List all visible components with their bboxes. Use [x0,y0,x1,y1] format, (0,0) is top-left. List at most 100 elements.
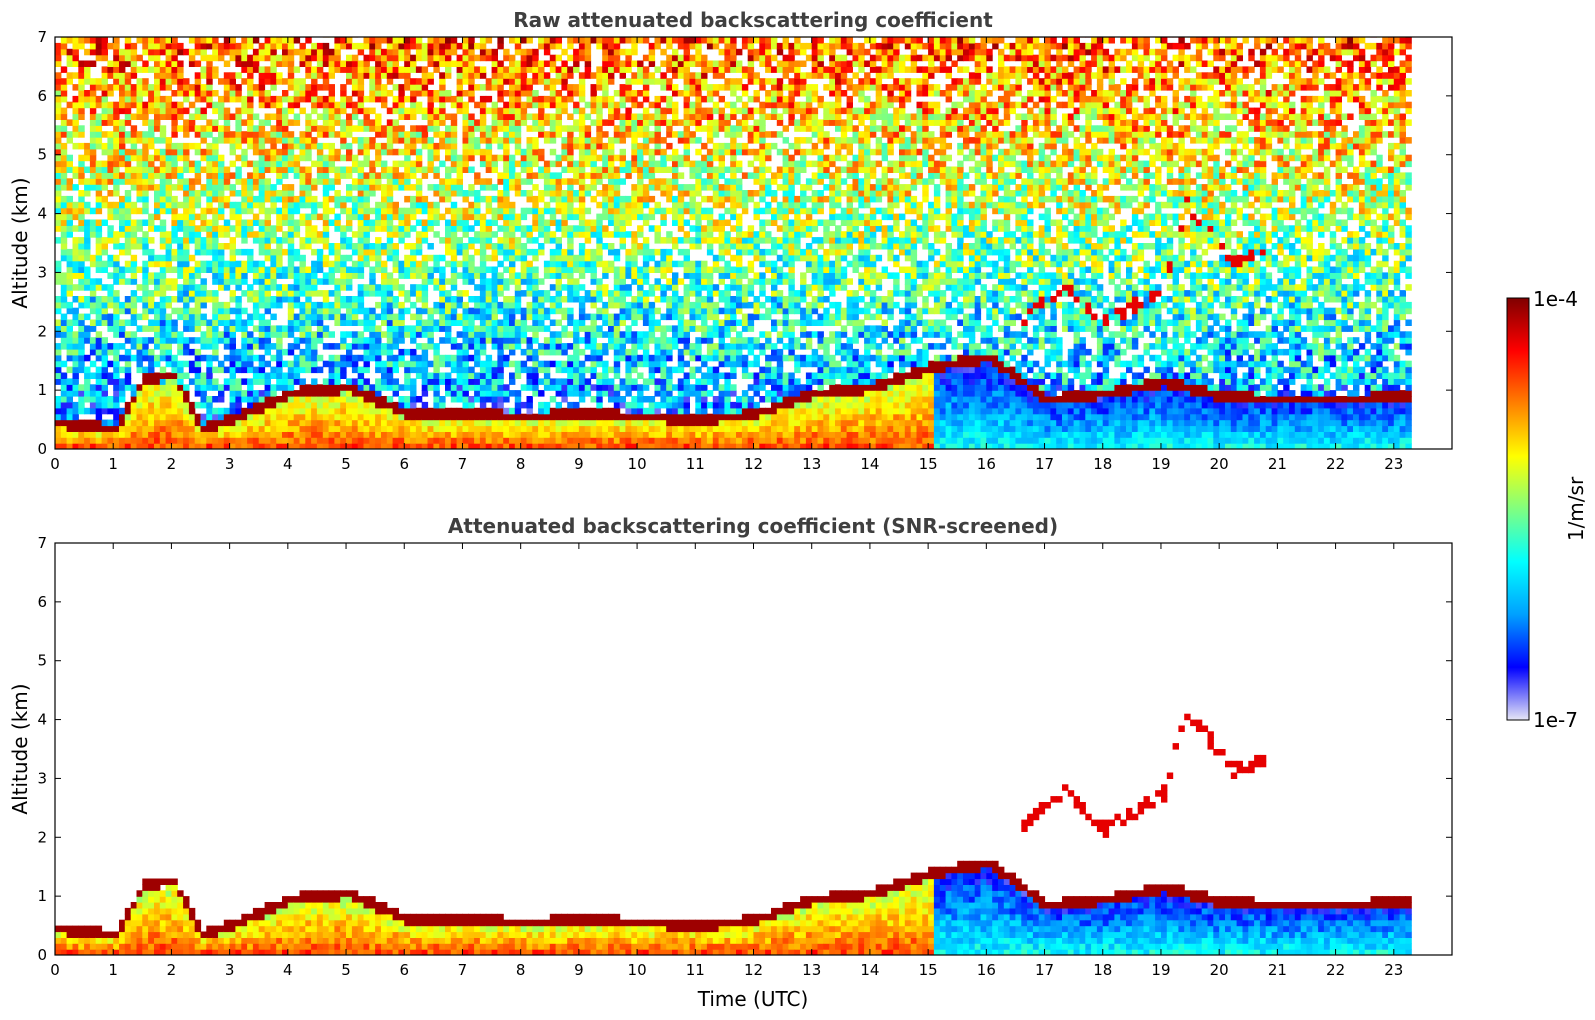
heatmap-cell [212,142,219,150]
heatmap-cell [381,284,388,291]
heatmap-cell [526,48,533,56]
heatmap-cell [567,419,574,427]
heatmap-cell [142,354,149,362]
heatmap-cell [410,419,417,427]
heatmap-cell [555,42,562,50]
heatmap-cell [235,231,242,238]
heatmap-cell [159,284,167,291]
heatmap-cell [136,137,143,144]
heatmap-cell [415,37,423,44]
heatmap-cell [159,125,167,132]
heatmap-cell [346,219,353,226]
heatmap-cell [258,201,266,209]
heatmap-cell [206,290,213,297]
heatmap-cell [159,37,167,44]
heatmap-cell [520,419,528,427]
heatmap-cell [223,260,231,268]
heatmap-cell [60,42,68,50]
heatmap-cell [293,354,301,362]
heatmap-cell [369,207,376,215]
heatmap-cell [375,437,382,444]
heatmap-cell [247,248,254,256]
heatmap-cell [107,284,114,291]
heatmap-cell [264,272,271,279]
heatmap-cell [573,360,580,368]
heatmap-cell [200,213,207,221]
heatmap-cell [66,278,73,285]
heatmap-cell [543,443,551,449]
heatmap-cell [72,272,79,279]
heatmap-cell [375,78,382,85]
heatmap-cell [84,72,91,79]
heatmap-cell [346,125,353,132]
heatmap-cell [526,154,533,162]
heatmap-cell [538,207,545,215]
heatmap-cell [421,401,429,409]
heatmap-cell [311,401,318,409]
heatmap-cell [538,225,545,232]
heatmap-cell [270,407,277,415]
heatmap-cell [375,142,382,150]
heatmap-cell [549,207,557,215]
heatmap-cell [101,337,108,344]
heatmap-cell [462,231,469,238]
heatmap-cell [235,154,242,162]
heatmap-cell [171,372,178,379]
heatmap-cell [526,431,533,438]
heatmap-cell [212,337,219,344]
heatmap-cell [55,219,62,226]
heatmap-cell [165,148,172,156]
heatmap-cell [462,119,469,126]
heatmap-cell [311,107,318,115]
heatmap-cell [171,172,178,179]
heatmap-cell [276,213,283,221]
heatmap-cell [415,219,423,226]
heatmap-cell [520,213,528,221]
heatmap-cell [514,278,522,285]
heatmap-cell [287,378,295,385]
heatmap-cell [375,37,382,44]
heatmap-cell [328,407,335,415]
heatmap-cell [276,443,283,449]
heatmap-cell [124,401,132,409]
heatmap-cell [66,301,73,309]
heatmap-cell [375,225,382,232]
heatmap-cell [159,366,167,374]
heatmap-cell [305,54,312,62]
heatmap-cell [433,113,440,120]
heatmap-cell [258,378,266,385]
heatmap-cell [555,331,562,338]
heatmap-cell [89,184,97,191]
heatmap-cell [305,137,312,144]
heatmap-cell [363,137,370,144]
heatmap-cell [311,66,318,73]
heatmap-cell [194,301,202,309]
heatmap-cell [183,360,190,368]
heatmap-cell [445,260,452,268]
heatmap-cell [561,431,568,438]
heatmap-cell [235,213,242,221]
heatmap-cell [78,237,85,244]
heatmap-cell [200,290,207,297]
heatmap-cell [509,337,516,344]
heatmap-cell [60,107,68,115]
heatmap-cell [287,42,295,50]
heatmap-cell [130,101,138,109]
heatmap-cell [305,66,312,73]
heatmap-cell [375,366,382,374]
heatmap-cell [497,107,504,115]
heatmap-cell [351,195,359,203]
heatmap-cell [445,37,452,44]
heatmap-cell [363,125,370,132]
heatmap-cell [55,348,62,356]
heatmap-cell [212,66,219,73]
heatmap-cell [66,425,73,432]
heatmap-cell [334,278,341,285]
heatmap-cell [154,195,161,203]
heatmap-cell [282,95,289,103]
heatmap-cell [142,413,149,421]
heatmap-cell [113,172,120,179]
heatmap-cell [479,107,487,115]
heatmap-cell [520,37,528,44]
heatmap-cell [357,78,365,85]
